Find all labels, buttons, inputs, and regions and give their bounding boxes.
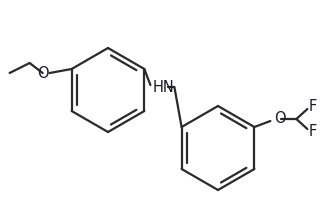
Text: F: F — [308, 100, 316, 115]
Text: O: O — [37, 66, 49, 80]
Text: F: F — [308, 123, 316, 138]
Text: O: O — [274, 112, 286, 126]
Text: HN: HN — [152, 80, 174, 95]
